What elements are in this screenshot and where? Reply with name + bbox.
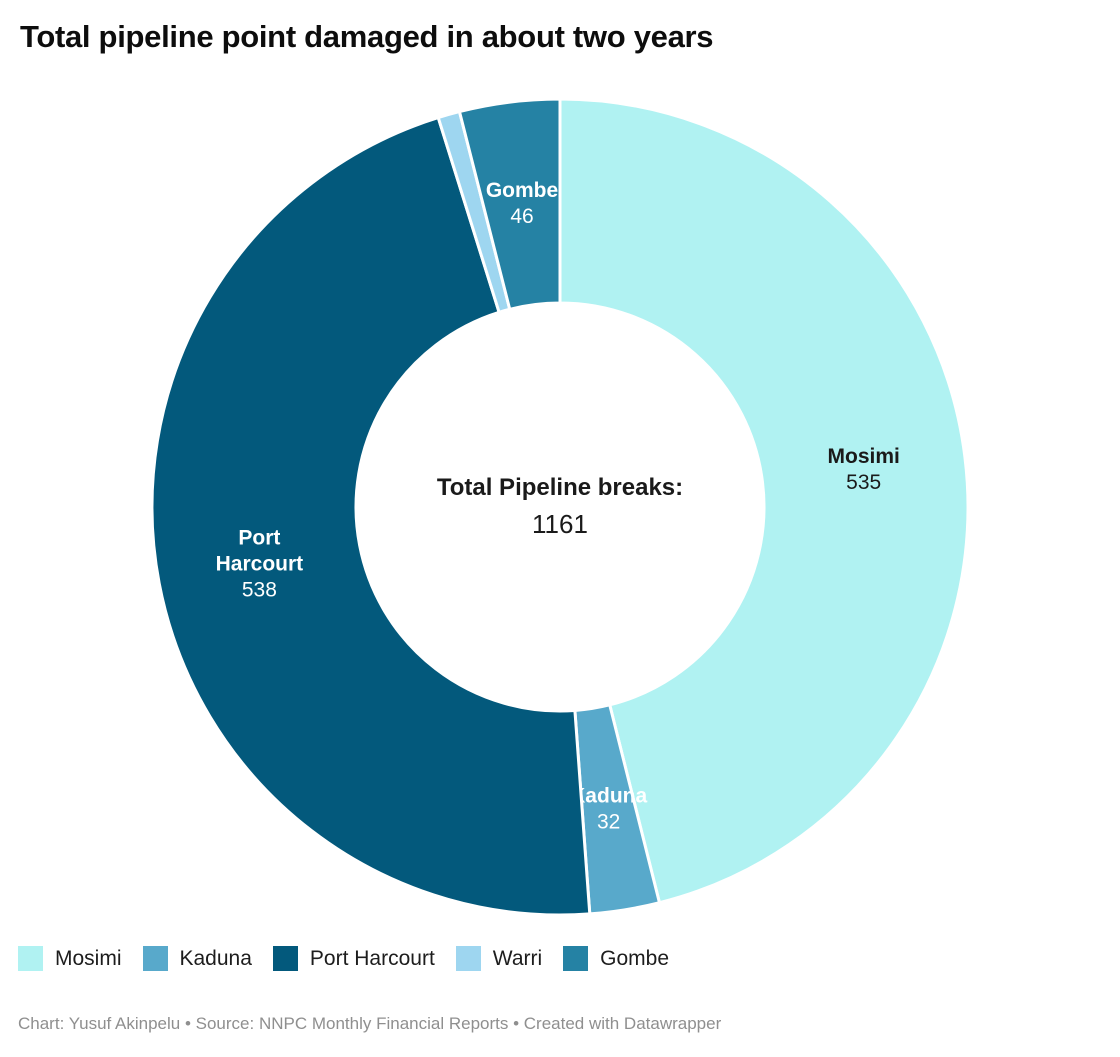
legend-label-kaduna: Kaduna	[179, 946, 252, 970]
legend-swatch-port-harcourt	[272, 946, 298, 971]
attribution-footer: Chart: Yusuf Akinpelu • Source: NNPC Mon…	[18, 1014, 722, 1033]
legend-label-port-harcourt: Port Harcourt	[309, 946, 435, 970]
legend-swatch-kaduna	[142, 946, 168, 971]
pie-slice-gombe[interactable]	[457, 97, 562, 311]
pie-slice-port-harcourt[interactable]	[150, 116, 592, 917]
legend-swatch-warri	[455, 946, 481, 971]
pie-slice-mosimi[interactable]	[558, 97, 970, 905]
chart-title: Total pipeline point damaged in about tw…	[20, 19, 714, 54]
legend-item-gombe: Gombe	[563, 946, 669, 971]
legend-item-port-harcourt: Port Harcourt	[272, 946, 435, 971]
slice-label-mosimi: Mosimi 535	[828, 445, 900, 494]
slice-label-gombe: Gombe 46	[486, 179, 558, 228]
legend-label-mosimi: Mosimi	[55, 946, 122, 970]
legend: Mosimi Kaduna Port Harcourt Warri Gombe	[18, 946, 669, 971]
legend-swatch-gombe	[563, 946, 589, 971]
legend-item-warri: Warri	[455, 946, 543, 971]
legend-item-kaduna: Kaduna	[142, 946, 252, 971]
legend-label-gombe: Gombe	[600, 946, 670, 970]
legend-item-mosimi: Mosimi	[18, 946, 122, 971]
slice-label-kaduna: Kaduna 32	[570, 785, 647, 834]
legend-label-warri: Warri	[492, 946, 543, 970]
slice-label-port-harcourt: Port Harcourt 538	[216, 527, 304, 602]
legend-swatch-mosimi	[18, 946, 43, 971]
donut-chart: Mosimi 535 Kaduna 32 Port Harcourt 538 Gombe 46	[150, 97, 970, 917]
